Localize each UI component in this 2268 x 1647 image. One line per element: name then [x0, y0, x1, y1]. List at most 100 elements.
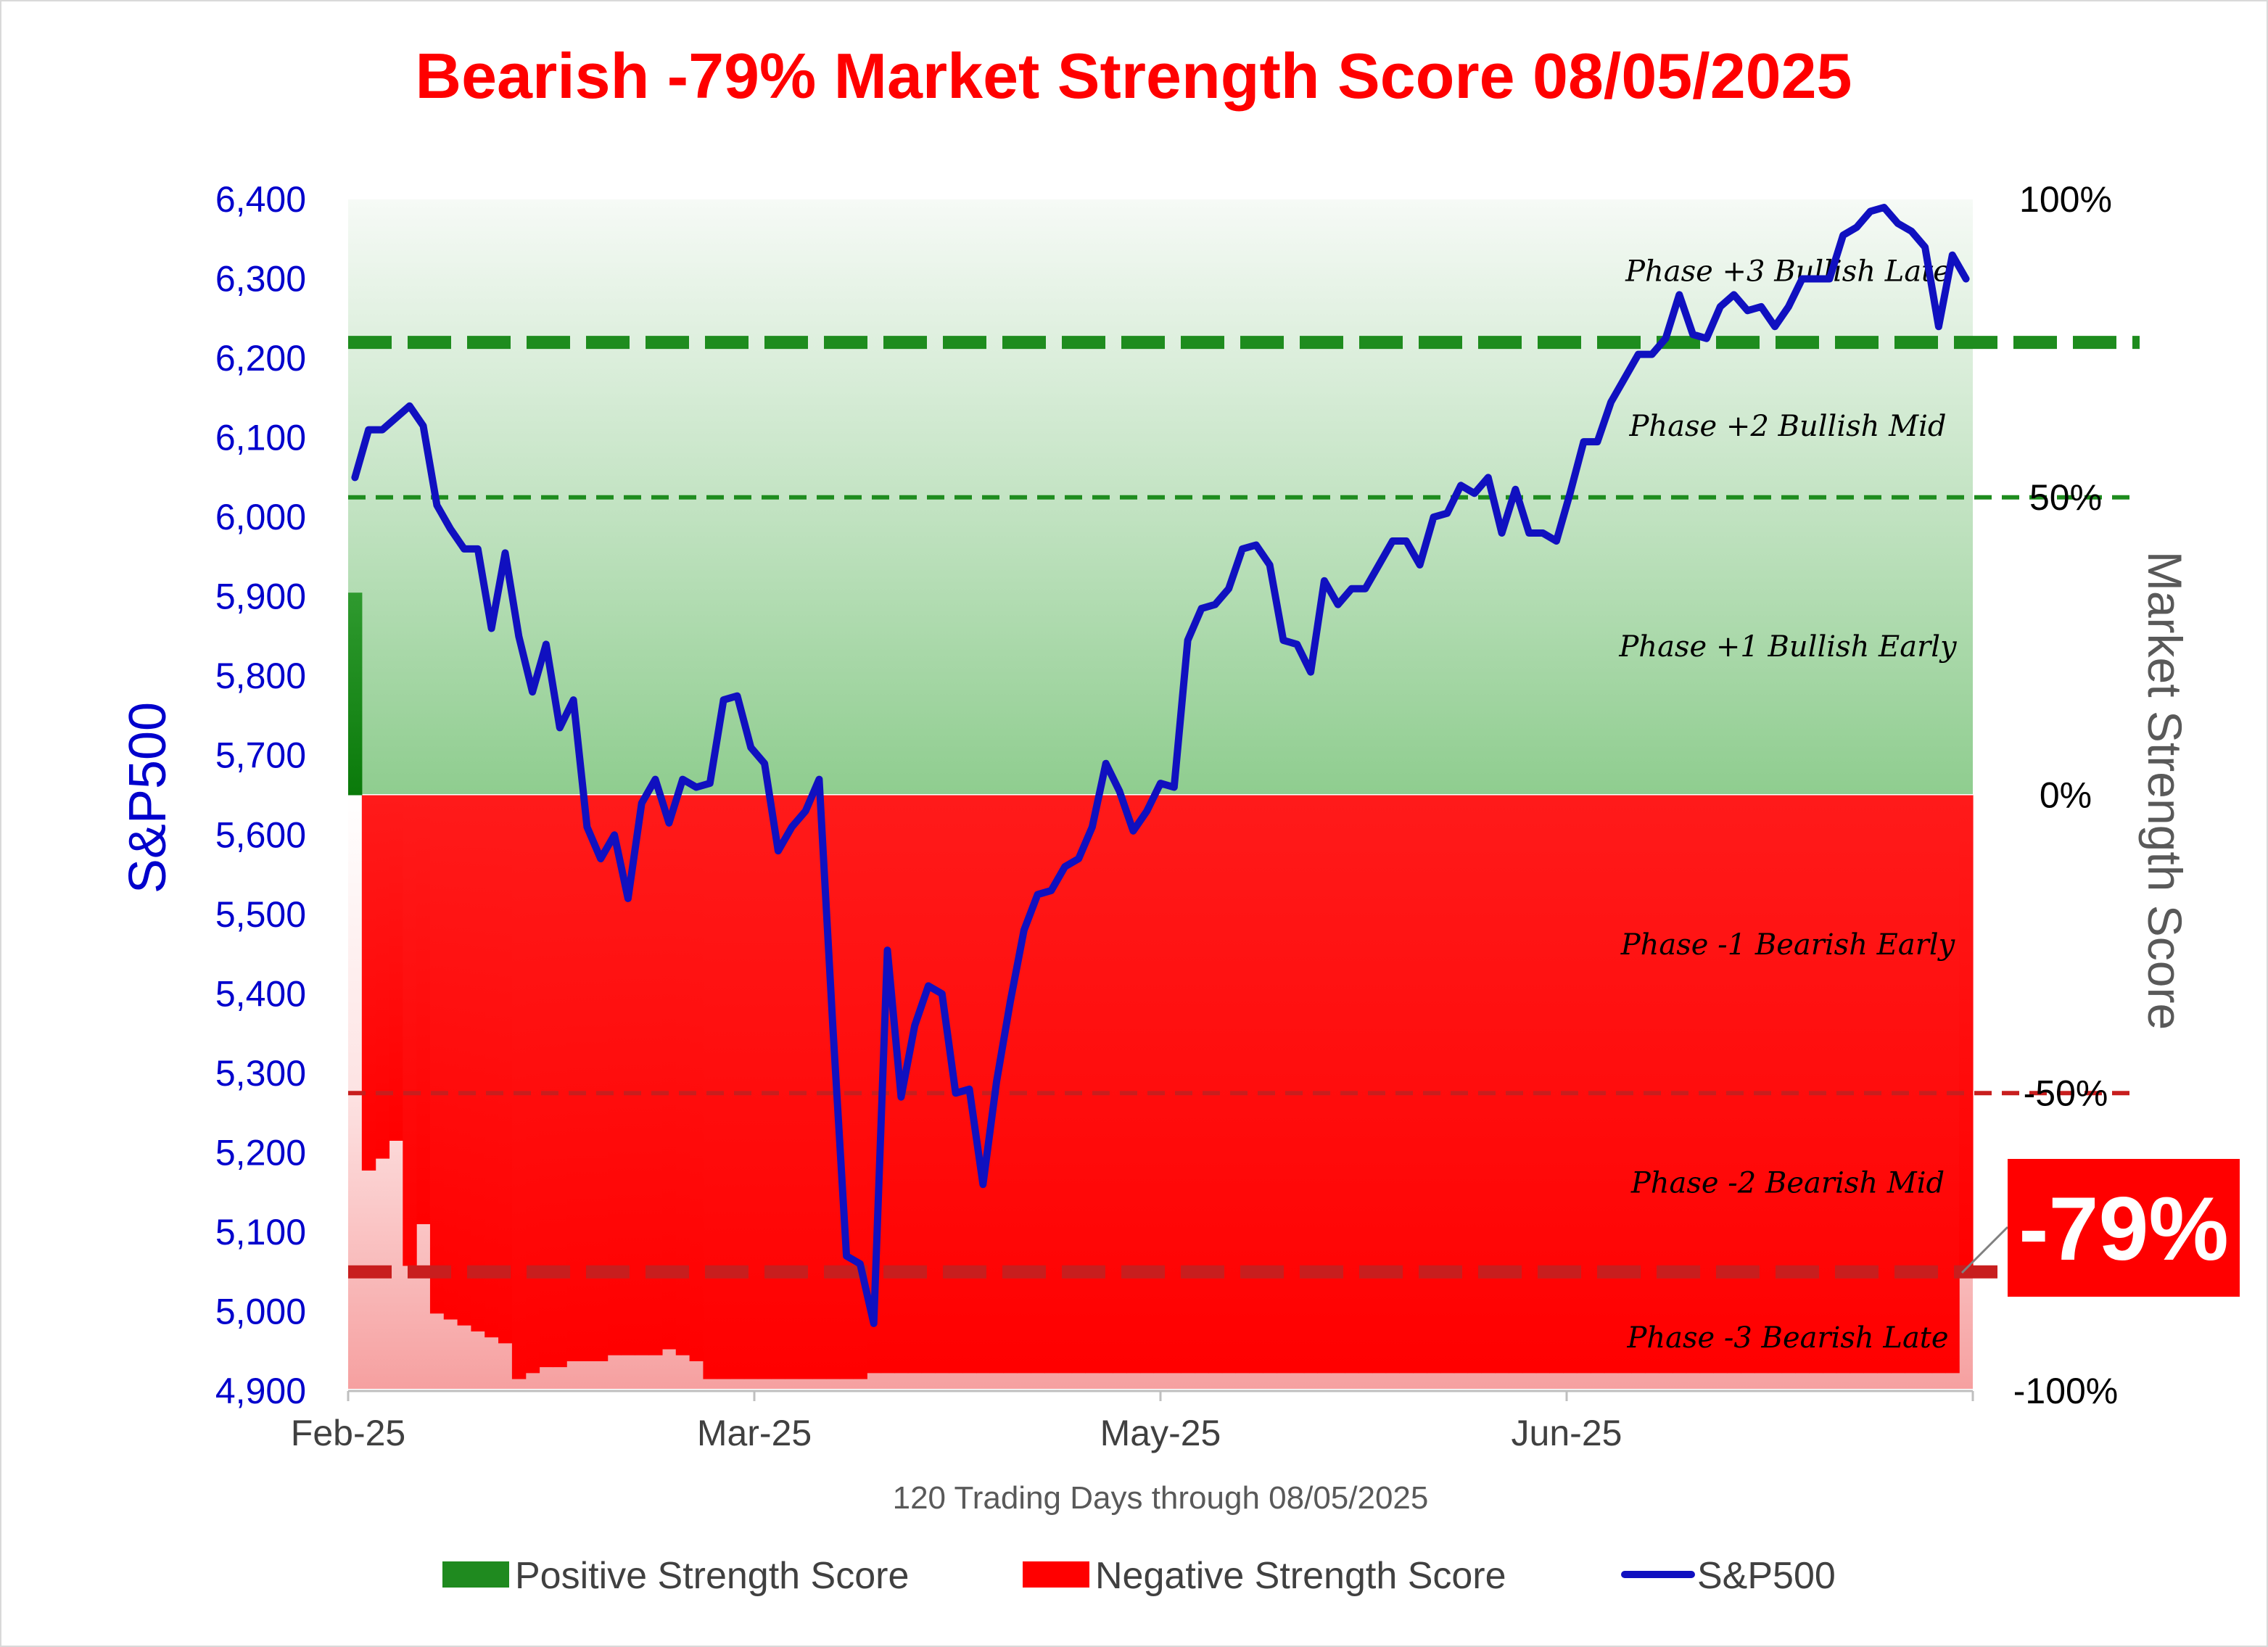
negative-strength-bar [907, 795, 923, 1374]
negative-strength-bar [1604, 795, 1619, 1374]
y-left-tick-label: 5,100 [215, 1212, 306, 1252]
negative-strength-bar [1031, 795, 1045, 1374]
negative-strength-bar [1713, 795, 1728, 1374]
y-left-tick-label: 5,600 [215, 814, 306, 855]
legend-swatch [442, 1561, 509, 1588]
y-left-tick-label: 5,500 [215, 894, 306, 935]
negative-strength-bar [1781, 795, 1796, 1374]
negative-strength-bar [1139, 795, 1155, 1374]
legend-label: S&P500 [1697, 1555, 1836, 1597]
negative-strength-bar [1509, 795, 1523, 1374]
legend-label: Negative Strength Score [1095, 1555, 1506, 1597]
negative-strength-bar [1453, 795, 1469, 1374]
negative-strength-bar [403, 795, 417, 1266]
negative-strength-bar [1577, 795, 1591, 1374]
negative-strength-bar [539, 795, 553, 1368]
negative-strength-bar [1290, 795, 1305, 1374]
negative-strength-bar [1522, 795, 1537, 1374]
negative-strength-bar [416, 795, 431, 1224]
negative-strength-bar [743, 795, 759, 1379]
negative-strength-bar [375, 795, 390, 1159]
y-right-ticks: 100% 50% 0% -50% -100% [2013, 179, 2119, 1411]
negative-strength-bar [1795, 795, 1810, 1374]
negative-strength-bar [484, 795, 499, 1338]
y-left-tick-label: 5,900 [215, 577, 306, 617]
callout-leader [1960, 1226, 2009, 1274]
positive-strength-bar [348, 593, 363, 796]
negative-strength-bar [1099, 795, 1113, 1374]
negative-strength-bar [1822, 795, 1837, 1374]
x-tick-label: Jun-25 [1512, 1413, 1622, 1453]
negative-strength-bar [1385, 795, 1401, 1374]
negative-strength-bar [881, 795, 895, 1374]
negative-strength-bar [1057, 795, 1073, 1374]
negative-strength-bar [1221, 795, 1237, 1374]
sp500-line [351, 204, 1970, 1327]
negative-strength-bar [1891, 795, 1905, 1374]
negative-strength-bar [771, 795, 785, 1379]
phase-label: Phase +2 Bullish Mid [1628, 410, 1946, 443]
negative-strength-bar [621, 795, 635, 1355]
negative-strength-bar [1809, 795, 1823, 1374]
y-left-tick-label: 6,400 [215, 179, 306, 220]
y-left-ticks: 6,400 6,300 6,200 6,100 6,000 5,900 5,800 5,700… [215, 179, 306, 1411]
negative-strength-bar [703, 795, 717, 1379]
x-tick-label: May-25 [1100, 1413, 1221, 1453]
negative-strength-bar [1481, 795, 1496, 1374]
negative-strength-bar [1754, 795, 1769, 1374]
negative-strength-bar [1918, 795, 1933, 1374]
negative-strength-bar [1563, 795, 1578, 1374]
legend-label: Positive Strength Score [515, 1555, 909, 1597]
y-left-tick-label: 5,200 [215, 1132, 306, 1173]
x-ticks: Feb-25 Mar-25 May-25 Jun-25 [291, 1391, 1974, 1453]
sp500-line-layer [351, 204, 1970, 1327]
negative-strength-bar [457, 795, 472, 1326]
negative-strength-bar [566, 795, 581, 1361]
legend-swatch [1023, 1561, 1089, 1588]
negative-strength-bar [675, 795, 690, 1355]
negative-strength-bar [1945, 795, 1960, 1374]
y-right-tick-label: 50% [2029, 477, 2102, 518]
negative-strength-bar [1195, 795, 1209, 1374]
x-axis-title: 120 Trading Days through 08/05/2025 [893, 1480, 1429, 1516]
y-left-tick-label: 5,700 [215, 735, 306, 776]
y-left-tick-label: 6,300 [215, 259, 306, 300]
y-left-tick-label: 5,000 [215, 1291, 306, 1332]
threshold-lines [348, 336, 2140, 1279]
y-left-tick-label: 6,000 [215, 497, 306, 537]
negative-strength-bar [1741, 795, 1755, 1374]
callout-box [2008, 1159, 2240, 1297]
negative-strength-bar [443, 795, 458, 1320]
negative-strength-bar [1931, 795, 1946, 1374]
strength-bars [348, 593, 1974, 1379]
negative-strength-bar [1358, 795, 1373, 1374]
negative-strength-bar [839, 795, 854, 1379]
negative-strength-bar [785, 795, 799, 1379]
negative-strength-bar [1263, 795, 1277, 1374]
negative-strength-bar [1877, 795, 1892, 1374]
phase-label: Phase -3 Bearish Late [1626, 1321, 1948, 1355]
callout-value: -79% [2018, 1179, 2228, 1279]
negative-strength-bar [976, 795, 991, 1374]
y-right-tick-label: 100% [2019, 179, 2112, 220]
negative-strength-bar [525, 795, 540, 1374]
y-left-tick-label: 6,200 [215, 338, 306, 379]
negative-strength-bar [1003, 795, 1018, 1374]
negative-strength-bar [1249, 795, 1263, 1374]
negative-strength-bar [593, 795, 609, 1361]
negative-strength-bar [635, 795, 649, 1355]
negative-strength-bar [1535, 795, 1551, 1374]
y-right-tick-label: 0% [2040, 775, 2092, 816]
phase-label: Phase -2 Bearish Mid [1630, 1166, 1945, 1200]
negative-strength-bar [389, 795, 403, 1141]
phase-label: Phase -1 Bearish Early [1620, 928, 1956, 962]
negative-strength-bar [1372, 795, 1387, 1374]
negative-strength-bar [1727, 795, 1741, 1374]
negative-strength-bar [1863, 795, 1878, 1374]
negative-strength-bar [1181, 795, 1195, 1374]
negative-strength-bar [1549, 795, 1564, 1374]
negative-strength-bar [1959, 795, 1974, 1266]
negative-strength-bar [1413, 795, 1427, 1374]
y-left-tick-label: 5,400 [215, 973, 306, 1014]
